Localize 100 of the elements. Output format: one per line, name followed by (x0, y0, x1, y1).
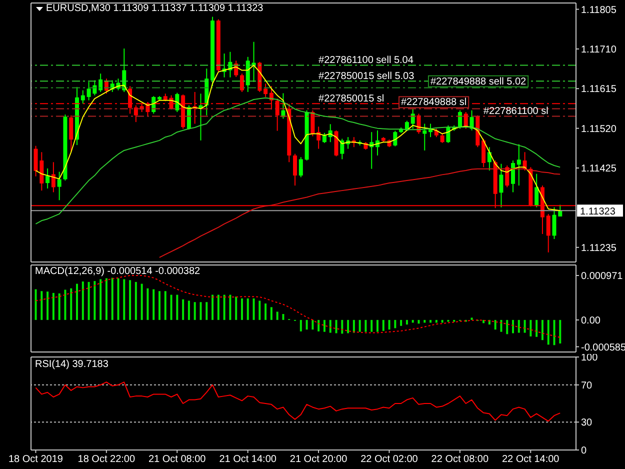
bar (158, 291, 160, 320)
candlestick (240, 73, 244, 92)
bar (117, 278, 120, 320)
candlestick (69, 114, 74, 153)
bar (240, 298, 243, 320)
bar (235, 296, 238, 320)
bar (536, 320, 538, 337)
bar (559, 320, 562, 344)
bar (258, 300, 261, 320)
bar (323, 320, 326, 332)
line-series (35, 275, 561, 338)
bar (347, 320, 350, 334)
candlestick (310, 110, 315, 137)
y-tick-label: 0.000971 (581, 271, 624, 282)
bar (223, 294, 226, 320)
line-series (35, 382, 561, 422)
x-tick-label: 18 Oct 22:00 (78, 454, 136, 466)
bar (547, 320, 550, 345)
bar (146, 288, 149, 320)
bar (276, 312, 278, 320)
candlestick (458, 110, 462, 130)
bar (176, 294, 178, 320)
candlestick (393, 130, 398, 147)
bar (70, 288, 72, 320)
y-tick-label: 1.11615 (581, 84, 617, 96)
bar (329, 320, 332, 333)
bar (306, 320, 308, 330)
bar (382, 320, 384, 331)
bar (217, 294, 220, 320)
y-tick-label: 100 (581, 352, 598, 364)
bar (264, 303, 267, 320)
ref-line-label: #227850015 sl (318, 94, 384, 105)
bar (40, 291, 43, 320)
y-tick-label: 70 (581, 380, 593, 392)
bar (188, 300, 190, 320)
bar (34, 289, 37, 320)
ref-line-label: #227850015 sell 5.03 (318, 71, 415, 82)
bar (134, 282, 137, 320)
bar (370, 320, 373, 332)
candlestick (546, 213, 550, 253)
bar (64, 290, 66, 320)
candlestick (298, 156, 303, 178)
ref-line-label: #227861100 sl (483, 106, 548, 118)
ref-line-label: #227861100 sell 5.04 (318, 55, 414, 66)
bar (494, 320, 496, 330)
bar (441, 320, 444, 323)
bar (152, 289, 155, 320)
candlestick (264, 83, 268, 98)
candlestick (499, 163, 504, 208)
y-tick-label: 0 (581, 446, 587, 457)
bar (252, 298, 255, 320)
y-tick-label: 1.11805 (581, 4, 617, 16)
candlestick (516, 144, 521, 186)
bar (282, 314, 284, 320)
bar (129, 280, 132, 320)
bar (530, 320, 532, 336)
candlestick (440, 133, 444, 144)
bar (76, 284, 78, 320)
bar (418, 320, 420, 324)
bar (335, 320, 338, 334)
bar (394, 320, 396, 328)
bar (170, 294, 172, 320)
y-tick-label: 0.00 (581, 315, 601, 326)
bar (376, 320, 378, 332)
y-tick-label: 1.11235 (581, 242, 617, 254)
candlestick (57, 171, 62, 201)
chart-title: EURUSD,M30 1.11309 1.11337 1.11309 1.11323 (46, 3, 264, 14)
bar (58, 293, 60, 320)
bar (512, 320, 514, 334)
bar (229, 294, 232, 320)
bar (194, 302, 196, 320)
bar (212, 294, 214, 320)
bar (52, 292, 54, 320)
candlestick (511, 160, 516, 193)
bar (424, 320, 426, 323)
y-tick-label: 1.11520 (581, 124, 617, 135)
bar (206, 302, 208, 320)
bar (300, 320, 302, 332)
bar (400, 320, 402, 326)
bar (506, 320, 508, 334)
bar (524, 320, 526, 333)
candlestick (175, 92, 180, 113)
candlestick (410, 108, 415, 130)
x-tick-label: 21 Oct 20:00 (290, 454, 348, 466)
chart-title: RSI(14) 39.7183 (35, 359, 108, 370)
bar (270, 307, 272, 320)
bar (406, 320, 408, 325)
bar (358, 320, 361, 332)
bar (100, 279, 102, 320)
x-tick-label: 22 Oct 08:00 (431, 454, 489, 466)
bar (111, 278, 114, 320)
bar (105, 278, 108, 320)
bar (123, 279, 126, 320)
y-tick-label: 30 (581, 418, 593, 429)
bar (246, 298, 249, 320)
x-tick-label: 21 Oct 08:00 (148, 454, 206, 466)
candlestick (340, 138, 344, 160)
bar (88, 282, 90, 320)
bar (430, 320, 432, 323)
candlestick (98, 73, 103, 92)
